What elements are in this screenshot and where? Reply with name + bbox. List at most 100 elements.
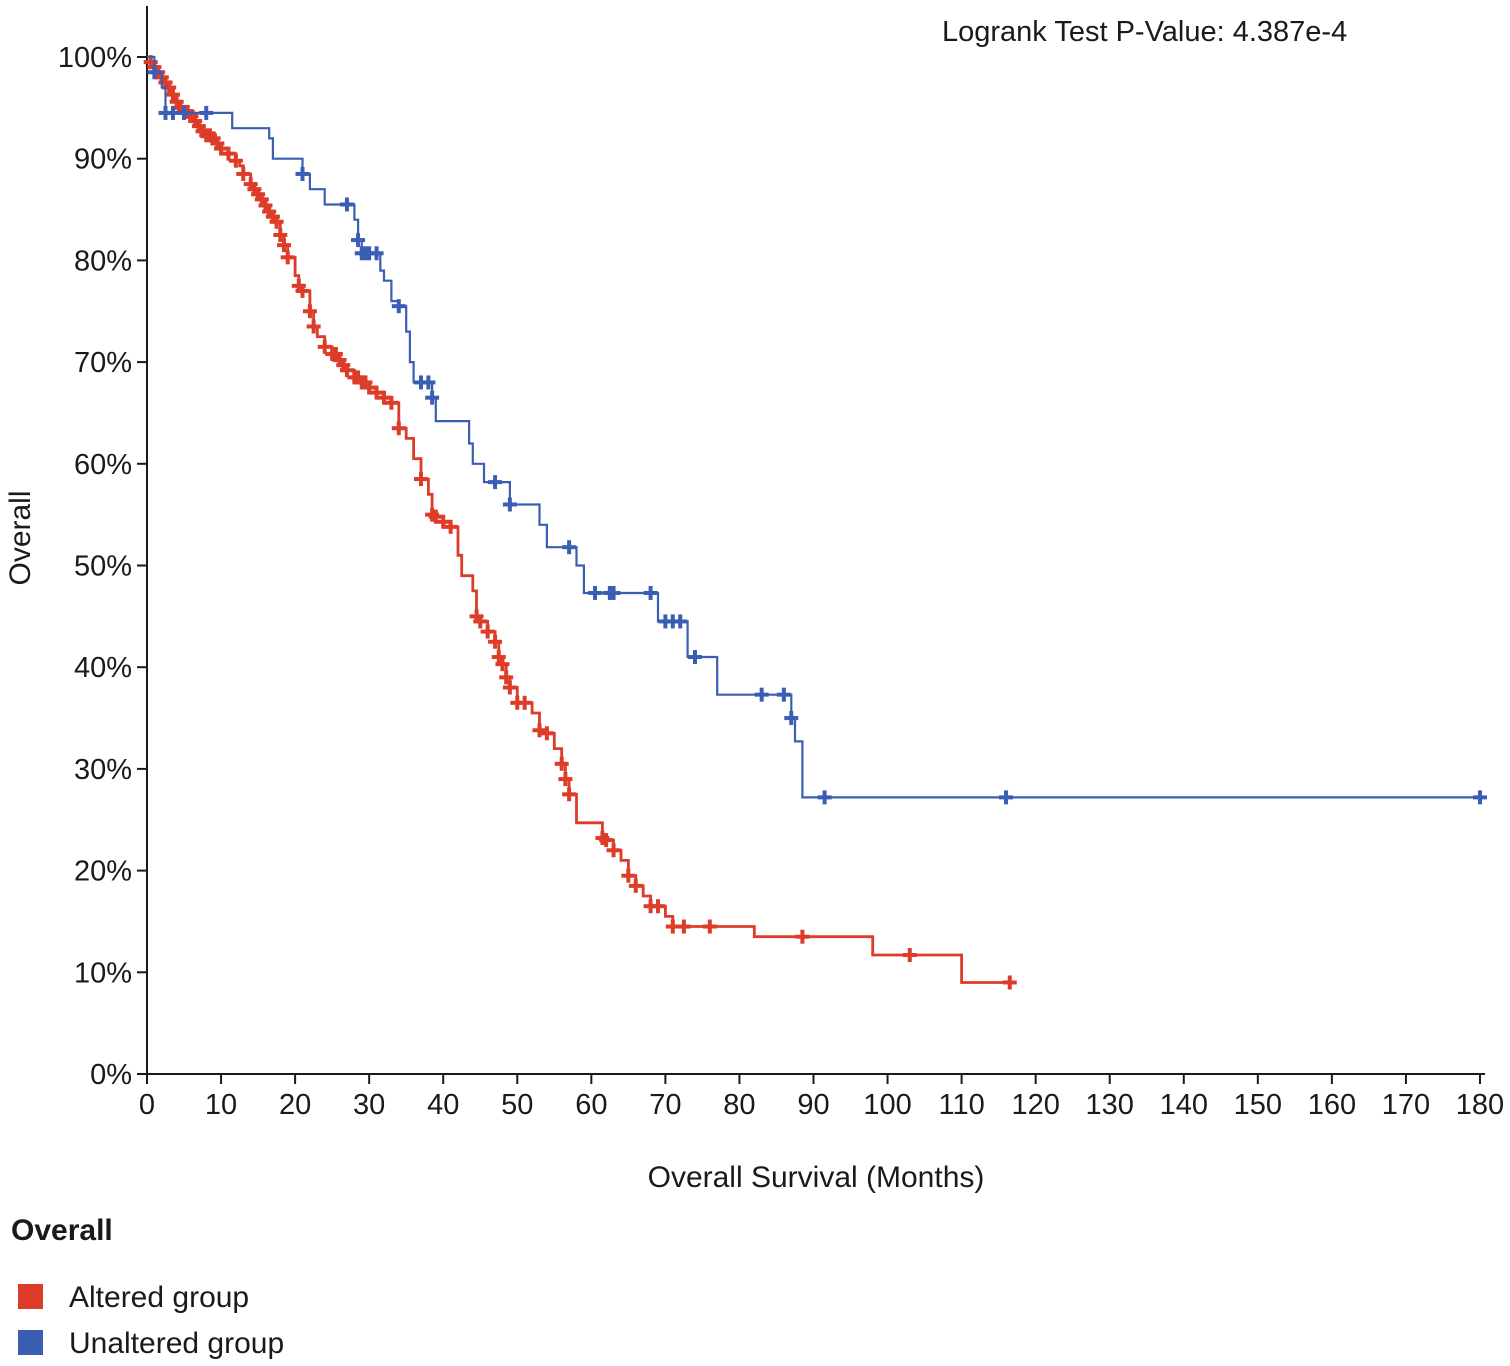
x-tick-label: 120 — [1011, 1089, 1059, 1121]
y-tick-label: 30% — [74, 754, 132, 786]
x-tick-label: 20 — [279, 1089, 311, 1121]
censor-mark-altered-group — [676, 919, 691, 934]
x-tick-label: 40 — [427, 1089, 459, 1121]
x-tick-label: 100 — [863, 1089, 911, 1121]
censor-mark-altered-group — [902, 948, 917, 963]
x-tick-label: 50 — [501, 1089, 533, 1121]
censor-mark-altered-group — [236, 166, 251, 181]
censor-mark-altered-group — [221, 146, 236, 161]
x-tick-label: 150 — [1234, 1089, 1282, 1121]
y-tick-label: 90% — [74, 144, 132, 176]
censor-mark-unaltered-group — [425, 390, 440, 405]
censor-mark-altered-group — [277, 238, 292, 253]
x-tick-label: 30 — [353, 1089, 385, 1121]
censor-mark-unaltered-group — [339, 197, 354, 212]
censor-mark-altered-group — [488, 634, 503, 649]
x-axis-ticks: 0 10 20 30 40 50 60 70 80 90 100 110 120 130 140 150 160… — [139, 1074, 1504, 1121]
censor-mark-unaltered-group — [688, 650, 703, 665]
censor-mark-altered-group — [273, 227, 288, 242]
censor-mark-altered-group — [306, 319, 321, 334]
censor-mark-unaltered-group — [391, 299, 406, 314]
censor-mark-unaltered-group — [351, 233, 366, 248]
x-tick-label: 90 — [797, 1089, 829, 1121]
censor-mark-altered-group — [369, 385, 384, 400]
y-tick-label: 100% — [58, 42, 132, 74]
censor-mark-altered-group — [480, 624, 495, 639]
censor-mark-altered-group — [562, 787, 577, 802]
censor-mark-altered-group — [443, 519, 458, 534]
censor-mark-altered-group — [214, 141, 229, 156]
censor-mark-altered-group — [384, 395, 399, 410]
censor-mark-altered-group — [436, 514, 451, 529]
censor-mark-unaltered-group — [817, 790, 832, 805]
censor-mark-unaltered-group — [1473, 790, 1487, 805]
censor-mark-altered-group — [362, 380, 377, 395]
series-unaltered-group — [147, 55, 1487, 805]
y-axis-ticks: 0% 10% 20% 30% 40% 50% 60% 70% 80% 90% 100% — [58, 42, 147, 1091]
censor-mark-unaltered-group — [673, 614, 688, 629]
y-tick-label: 70% — [74, 347, 132, 379]
series-layer — [143, 55, 1487, 990]
x-tick-label: 180 — [1456, 1089, 1504, 1121]
x-tick-label: 130 — [1086, 1089, 1134, 1121]
censor-mark-unaltered-group — [754, 687, 769, 702]
censor-mark-altered-group — [302, 304, 317, 319]
censor-mark-altered-group — [295, 283, 310, 298]
legend-swatch-altered — [18, 1284, 43, 1309]
censor-mark-altered-group — [532, 723, 547, 738]
censor-mark-unaltered-group — [606, 585, 621, 600]
y-tick-label: 0% — [90, 1059, 132, 1091]
x-tick-label: 0 — [139, 1089, 155, 1121]
x-tick-label: 70 — [649, 1089, 681, 1121]
legend-label-unaltered: Unaltered group — [69, 1327, 284, 1360]
censor-mark-altered-group — [317, 339, 332, 354]
series-altered-group — [143, 55, 1017, 990]
censor-mark-unaltered-group — [643, 585, 658, 600]
censor-mark-altered-group — [621, 868, 636, 883]
x-tick-label: 60 — [575, 1089, 607, 1121]
survival-curve-altered-group — [147, 55, 1010, 984]
legend-swatch-unaltered — [18, 1330, 43, 1355]
censor-mark-altered-group — [628, 878, 643, 893]
x-axis-title: Overall Survival (Months) — [648, 1161, 985, 1194]
y-tick-label: 40% — [74, 652, 132, 684]
censor-mark-altered-group — [495, 657, 510, 672]
censor-mark-unaltered-group — [147, 65, 162, 80]
censor-mark-unaltered-group — [199, 105, 214, 120]
censor-mark-altered-group — [650, 899, 665, 914]
censor-mark-altered-group — [517, 695, 532, 710]
censor-mark-unaltered-group — [999, 790, 1014, 805]
censor-mark-altered-group — [795, 929, 810, 944]
censor-mark-altered-group — [376, 390, 391, 405]
censor-mark-altered-group — [554, 756, 569, 771]
censor-mark-altered-group — [473, 614, 488, 629]
censor-mark-unaltered-group — [369, 246, 384, 261]
censor-mark-altered-group — [502, 680, 517, 695]
censor-mark-altered-group — [391, 421, 406, 436]
censor-mark-altered-group — [1002, 975, 1017, 990]
censor-mark-altered-group — [702, 919, 717, 934]
x-tick-label: 10 — [205, 1089, 237, 1121]
censor-mark-unaltered-group — [784, 711, 799, 726]
survival-curve-unaltered-group — [147, 55, 1480, 799]
censor-mark-unaltered-group — [421, 375, 436, 390]
censor-mark-altered-group — [539, 726, 554, 741]
censor-mark-unaltered-group — [588, 585, 603, 600]
x-tick-label: 80 — [723, 1089, 755, 1121]
x-tick-label: 110 — [938, 1089, 984, 1121]
legend-label-altered: Altered group — [69, 1281, 249, 1314]
censor-mark-unaltered-group — [502, 497, 517, 512]
censor-mark-unaltered-group — [488, 475, 503, 490]
censor-mark-altered-group — [228, 153, 243, 168]
x-tick-label: 140 — [1160, 1089, 1208, 1121]
x-tick-label: 160 — [1308, 1089, 1356, 1121]
y-tick-label: 80% — [74, 245, 132, 277]
censor-mark-unaltered-group — [776, 687, 791, 702]
x-tick-label: 170 — [1382, 1089, 1430, 1121]
censor-mark-altered-group — [165, 87, 180, 102]
logrank-p-value: Logrank Test P-Value: 4.387e-4 — [942, 16, 1347, 48]
censor-mark-altered-group — [599, 833, 614, 848]
censor-mark-altered-group — [499, 670, 514, 685]
censor-mark-altered-group — [280, 250, 295, 265]
